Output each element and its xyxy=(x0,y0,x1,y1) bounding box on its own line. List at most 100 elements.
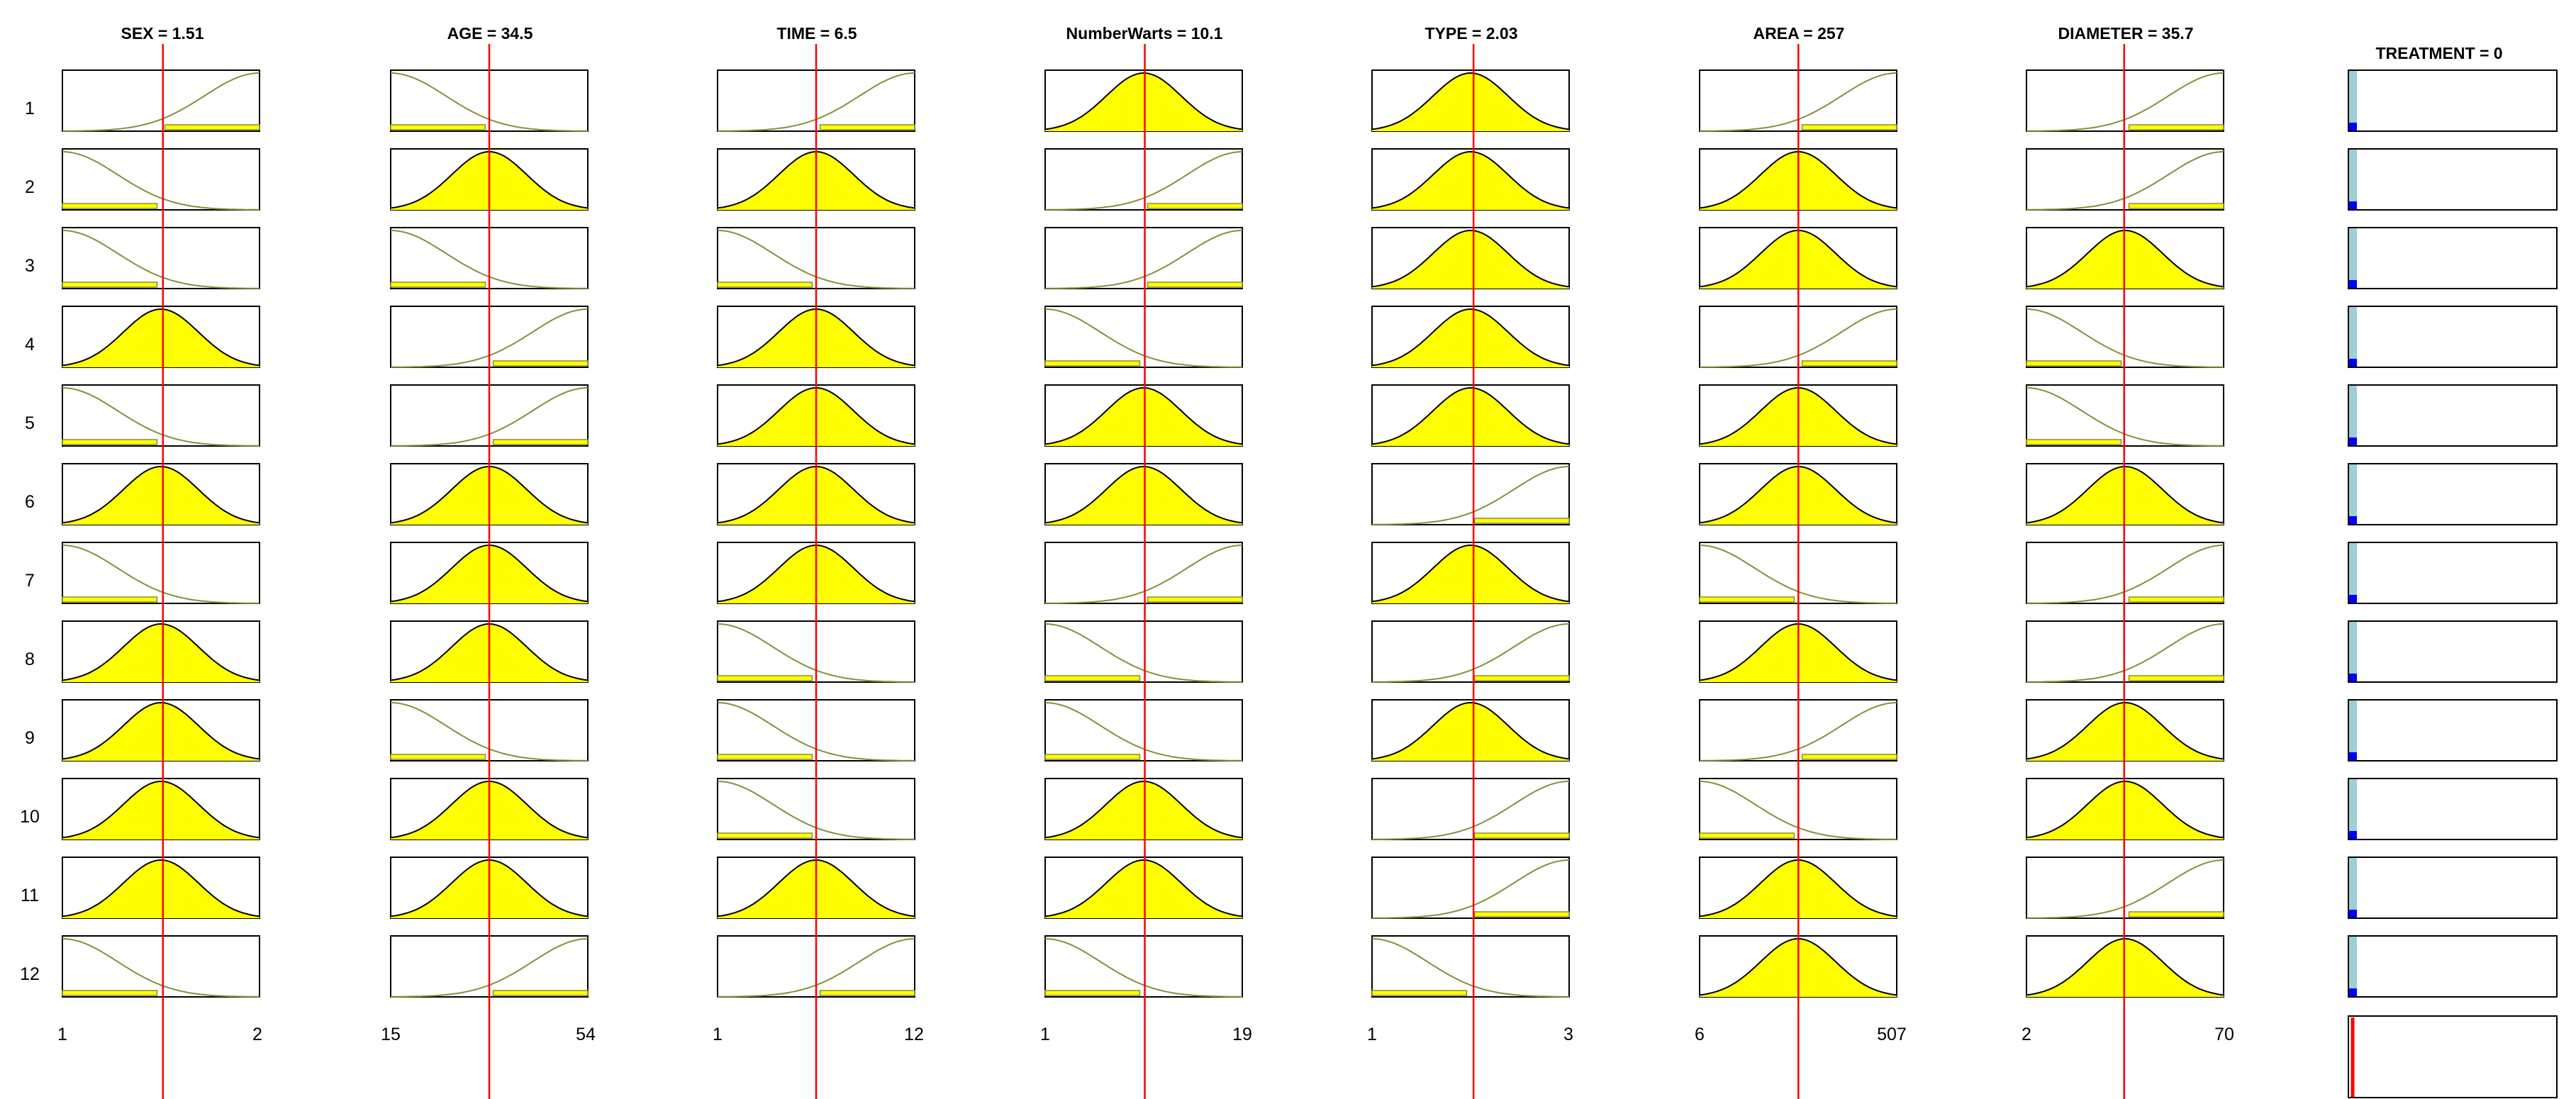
membership-plot xyxy=(1371,227,1570,289)
membership-fill xyxy=(1045,860,1242,918)
rule-number: 10 xyxy=(20,807,40,827)
rule-number: 9 xyxy=(25,728,35,748)
plot-frame xyxy=(2348,699,2558,762)
rule-number: 1 xyxy=(25,99,35,118)
membership-fill xyxy=(2128,203,2224,209)
output-plot xyxy=(2348,69,2558,132)
membership-plot xyxy=(1044,306,1243,368)
membership-fill xyxy=(1473,675,1570,681)
membership-fill xyxy=(1045,388,1242,446)
rule-number: 3 xyxy=(25,256,35,276)
membership-plot xyxy=(62,542,260,604)
membership-plot xyxy=(1371,148,1570,211)
plot-frame xyxy=(1044,542,1243,604)
membership-curve xyxy=(1044,151,1243,211)
membership-curve xyxy=(1044,386,1243,445)
membership-fill xyxy=(717,675,813,681)
membership-curve xyxy=(1371,229,1570,288)
range-max-label-age: 54 xyxy=(576,1025,596,1044)
membership-fill xyxy=(1044,675,1141,681)
output-marker xyxy=(2349,752,2357,760)
output-bar xyxy=(2349,150,2357,209)
rule-number: 4 xyxy=(25,335,35,355)
membership-fill xyxy=(717,754,813,760)
range-min-label-numberwarts: 1 xyxy=(1040,1025,1050,1044)
membership-plot xyxy=(62,306,260,368)
membership-curve xyxy=(1371,701,1570,760)
output-bar xyxy=(2349,71,2357,130)
membership-curve xyxy=(62,387,260,447)
membership-fill xyxy=(2128,675,2224,681)
membership-fill xyxy=(1473,832,1570,839)
membership-plot xyxy=(1371,699,1570,762)
range-max-label-diameter: 70 xyxy=(2214,1025,2234,1044)
membership-plot xyxy=(1371,778,1570,840)
membership-fill xyxy=(1473,911,1570,917)
membership-curve xyxy=(1371,544,1570,603)
membership-plot xyxy=(1371,384,1570,447)
output-bar xyxy=(2349,701,2357,760)
membership-curve xyxy=(1371,938,1570,998)
membership-plot xyxy=(1044,463,1243,525)
output-marker xyxy=(2349,359,2357,367)
membership-fill xyxy=(1371,990,1468,996)
membership-plot xyxy=(1044,542,1243,604)
membership-plot xyxy=(1371,935,1570,998)
membership-fill xyxy=(2026,439,2122,445)
membership-plot xyxy=(62,227,260,289)
output-marker xyxy=(2349,831,2357,839)
membership-fill xyxy=(819,990,915,996)
output-bar xyxy=(2349,386,2357,445)
output-bar xyxy=(2349,858,2357,917)
input-title-area: AREA = 257 xyxy=(1753,24,1845,43)
membership-plot xyxy=(1044,620,1243,683)
membership-fill xyxy=(1372,73,1569,131)
membership-fill xyxy=(492,360,589,367)
output-bar xyxy=(2349,307,2357,367)
membership-fill xyxy=(62,203,158,209)
membership-fill xyxy=(717,832,813,839)
membership-fill xyxy=(492,990,589,996)
rule-number: 6 xyxy=(25,492,35,512)
plot-frame xyxy=(62,69,260,132)
input-value-lines[interactable] xyxy=(162,44,2126,1099)
membership-curve xyxy=(1371,150,1570,209)
plot-frame xyxy=(62,384,260,447)
membership-curve xyxy=(1371,466,1570,525)
membership-fill xyxy=(62,781,260,839)
membership-plot xyxy=(1044,384,1243,447)
membership-curve xyxy=(62,623,260,681)
plot-frame xyxy=(1044,306,1243,368)
membership-fill xyxy=(62,624,260,682)
output-plot xyxy=(2348,699,2558,762)
membership-fill xyxy=(62,596,158,603)
membership-fill xyxy=(62,703,260,761)
plot-frame xyxy=(2348,463,2558,525)
rule-grid xyxy=(62,69,2224,998)
membership-plot xyxy=(1371,463,1570,525)
membership-fill xyxy=(1372,545,1569,603)
output-marker xyxy=(2349,123,2357,130)
membership-plot xyxy=(62,620,260,683)
membership-curve xyxy=(1044,780,1243,839)
plot-frame xyxy=(2348,620,2558,683)
output-marker xyxy=(2349,910,2357,917)
plot-frame xyxy=(1371,935,1570,998)
range-max-label-numberwarts: 19 xyxy=(1232,1025,1252,1044)
plot-frame xyxy=(2348,306,2558,368)
output-plot xyxy=(2348,620,2558,683)
membership-fill xyxy=(62,439,158,445)
range-min-label-sex: 1 xyxy=(57,1025,67,1044)
membership-fill xyxy=(1147,203,1243,209)
output-marker xyxy=(2349,201,2357,209)
membership-plot xyxy=(62,778,260,840)
membership-fill xyxy=(1473,518,1570,524)
rule-number: 5 xyxy=(25,413,35,433)
membership-fill xyxy=(1045,467,1242,525)
membership-plot xyxy=(1044,148,1243,211)
membership-fill xyxy=(390,281,486,288)
range-max-label-type: 3 xyxy=(1563,1025,1573,1044)
membership-fill xyxy=(1372,230,1569,289)
membership-fill xyxy=(492,439,589,445)
